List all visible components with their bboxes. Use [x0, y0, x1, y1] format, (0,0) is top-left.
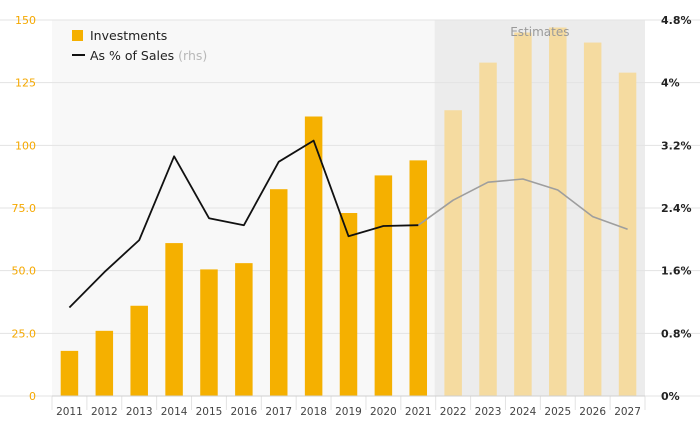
left-axis-tick-label: 25.0 — [12, 327, 37, 340]
legend-investments-swatch — [72, 30, 83, 41]
legend-sales-pct-label: As % of Sales (rhs) — [90, 48, 207, 63]
x-axis-tick-label: 2012 — [91, 406, 118, 418]
sales-pct-line-estimates — [417, 178, 628, 230]
investments-bar — [549, 27, 567, 397]
investments-bar — [514, 32, 532, 397]
legend: Investments As % of Sales (rhs) — [72, 28, 207, 63]
investments-bar — [583, 42, 602, 397]
lines-layer — [68, 139, 628, 309]
investments-bar — [130, 305, 148, 396]
x-axis-tick-label: 2024 — [510, 406, 537, 418]
x-axis-tick-label: 2025 — [544, 406, 571, 418]
x-axis-tick-label: 2013 — [126, 406, 153, 418]
investments-bar — [95, 330, 114, 396]
x-axis-tick-label: 2011 — [56, 406, 83, 418]
legend-sales-pct-suffix: (rhs) — [178, 48, 207, 63]
investments-bar — [165, 243, 183, 396]
left-axis-tick-label: 0 — [29, 390, 36, 403]
investments-bar — [200, 269, 218, 396]
right-axis-tick-label: 0% — [661, 390, 680, 403]
x-axis-tick-label: 2018 — [300, 406, 327, 418]
x-axis-tick-label: 2014 — [161, 406, 188, 418]
right-axis-tick-label: 3.2% — [661, 139, 692, 152]
left-axis-tick-label: 50.0 — [12, 265, 37, 278]
x-axis-tick-label: 2026 — [579, 406, 606, 418]
left-axis-tick-label: 150 — [15, 14, 36, 27]
investments-bar — [618, 72, 637, 396]
investments-bar — [269, 189, 288, 396]
legend-investments-label: Investments — [90, 28, 167, 43]
right-axis-tick-label: 4.8% — [661, 14, 692, 27]
x-axis-tick-label: 2020 — [370, 406, 397, 418]
investments-bar — [444, 110, 462, 397]
x-axis-tick-label: 2016 — [230, 406, 257, 418]
estimates-label: Estimates — [510, 25, 569, 39]
left-axis-tick-label: 100 — [15, 139, 36, 152]
right-axis-tick-label: 4% — [661, 77, 680, 90]
x-axis-tick-label: 2027 — [614, 406, 641, 418]
right-axis-tick-label: 1.6% — [661, 265, 692, 278]
sales-pct-line-actual — [68, 139, 419, 309]
right-axis-tick-label: 2.4% — [661, 202, 692, 215]
x-axis-tick-label: 2021 — [405, 406, 432, 418]
x-axis-tick-label: 2015 — [196, 406, 223, 418]
investments-bar — [479, 62, 497, 396]
investments-bar — [60, 350, 79, 396]
left-axis-tick-label: 125 — [15, 77, 36, 90]
x-axis-tick-label: 2022 — [440, 406, 467, 418]
x-axis-tick-label: 2017 — [265, 406, 292, 418]
x-axis-tick-label: 2019 — [335, 406, 362, 418]
investments-bar — [235, 263, 253, 396]
investments-bar — [374, 175, 393, 396]
investments-bar — [409, 160, 428, 396]
legend-sales-pct-name: As % of Sales — [90, 48, 174, 63]
investments-bar — [339, 213, 358, 396]
right-axis-tick-label: 0.8% — [661, 327, 692, 340]
axes-layer: 0 25.0 50.0 75.0 100 125 150 0% 0.8% 1.6% 2.4% 3.2%… — [12, 14, 692, 418]
investments-bar — [304, 116, 323, 397]
bars-layer — [60, 27, 637, 397]
x-axis-tick-label: 2023 — [475, 406, 502, 418]
left-axis-tick-label: 75.0 — [12, 202, 37, 215]
